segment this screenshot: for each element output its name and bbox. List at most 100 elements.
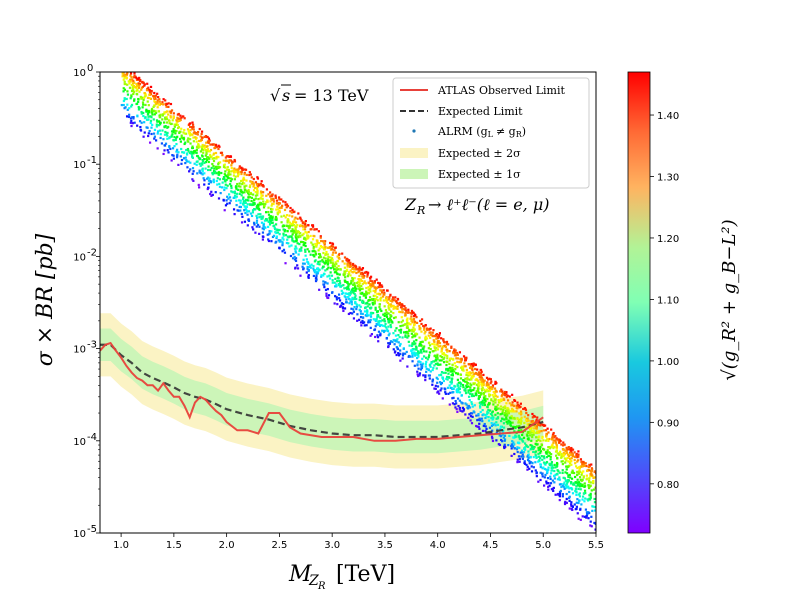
scatter-point (571, 454, 574, 458)
scatter-point (304, 238, 307, 241)
scatter-point (459, 382, 462, 385)
scatter-point (467, 371, 470, 374)
scatter-point (257, 205, 260, 208)
scatter-point (516, 458, 519, 461)
scatter-point (484, 413, 487, 417)
scatter-point (192, 136, 195, 139)
scatter-point (437, 336, 440, 339)
scatter-point (226, 195, 229, 198)
scatter-point (445, 342, 449, 346)
scatter-point (187, 150, 190, 153)
process-annotation: Z R → ℓ⁺ℓ⁻(ℓ = e, μ) (404, 195, 549, 217)
scatter-point (359, 287, 363, 291)
scatter-point (278, 198, 281, 201)
scatter-point (260, 221, 264, 224)
scatter-point (177, 151, 180, 154)
scatter-point (467, 385, 470, 388)
scatter-point (526, 434, 529, 437)
scatter-point (529, 431, 532, 434)
scatter-point (149, 121, 152, 125)
scatter-point (594, 476, 596, 479)
scatter-point (388, 317, 392, 320)
scatter-point (559, 440, 562, 443)
scatter-point (185, 153, 189, 156)
scatter-point (336, 272, 339, 275)
scatter-point (176, 116, 179, 119)
scatter-point (407, 340, 410, 343)
scatter-point (223, 209, 226, 212)
scatter-point (313, 260, 317, 263)
scatter-point (331, 243, 335, 246)
scatter-point (416, 373, 419, 376)
scatter-point (343, 287, 346, 290)
scatter-point (374, 319, 377, 323)
scatter-point (386, 317, 390, 321)
scatter-point (556, 493, 559, 496)
scatter-point (518, 460, 521, 463)
scatter-point (557, 453, 561, 456)
scatter-point (129, 117, 133, 120)
scatter-point (244, 211, 247, 215)
scatter-point (443, 341, 446, 344)
scatter-point (197, 183, 200, 187)
scatter-point (349, 269, 352, 272)
scatter-point (291, 208, 294, 211)
scatter-point (432, 350, 435, 353)
scatter-point (592, 488, 596, 491)
scatter-point (358, 282, 361, 285)
scatter-point (174, 132, 177, 135)
scatter-point (436, 377, 439, 381)
scatter-point (580, 479, 583, 482)
scatter-point (386, 301, 390, 305)
scatter-point (455, 390, 458, 394)
scatter-point (579, 508, 582, 511)
scatter-point (228, 159, 231, 162)
scatter-point (373, 281, 376, 284)
scatter-point (484, 425, 487, 428)
scatter-point (531, 461, 534, 465)
scatter-point (255, 204, 259, 207)
scatter-point (161, 129, 164, 132)
scatter-point (431, 342, 434, 346)
scatter-point (572, 483, 575, 486)
scatter-point (526, 431, 529, 434)
scatter-point (487, 390, 490, 393)
scatter-point (346, 260, 349, 263)
scatter-point (576, 481, 579, 484)
scatter-point (180, 147, 183, 151)
scatter-point (564, 500, 567, 503)
scatter-point (502, 397, 505, 400)
scatter-point (413, 343, 416, 346)
scatter-point (199, 171, 202, 174)
scatter-point (149, 85, 153, 89)
scatter-point (255, 225, 258, 228)
scatter-point (122, 99, 125, 103)
scatter-point (536, 430, 539, 433)
scatter-point (345, 301, 348, 304)
scatter-point (566, 481, 569, 484)
scatter-point (439, 389, 442, 392)
scatter-point (512, 425, 515, 428)
scatter-point (412, 311, 415, 314)
scatter-point (445, 375, 449, 379)
scatter-point (224, 166, 227, 169)
scatter-point (315, 278, 318, 281)
scatter-point (189, 122, 192, 125)
scatter-point (511, 404, 514, 407)
scatter-point (456, 384, 459, 387)
scatter-point (343, 266, 347, 269)
scatter-point (327, 255, 330, 259)
scatter-point (376, 299, 379, 302)
scatter-point (516, 417, 519, 420)
scatter-point (550, 428, 553, 431)
scatter-point (229, 183, 232, 186)
scatter-point (165, 117, 169, 121)
scatter-point (168, 145, 171, 148)
scatter-point (499, 405, 502, 408)
scatter-point (395, 307, 398, 310)
scatter-point (445, 363, 448, 367)
scatter-point (307, 262, 310, 265)
scatter-point (254, 197, 257, 200)
scatter-point (401, 319, 404, 322)
scatter-point (348, 293, 352, 297)
